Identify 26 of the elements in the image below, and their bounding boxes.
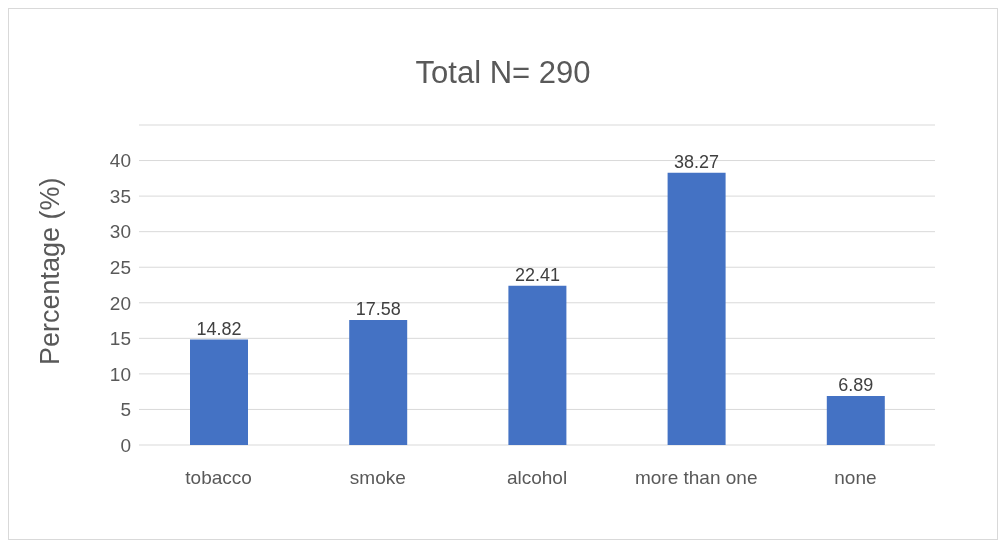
x-tick-label: more than one <box>634 467 758 489</box>
bar <box>190 339 248 445</box>
bar <box>508 285 567 445</box>
bar <box>667 172 726 445</box>
data-label: 17.58 <box>355 298 401 319</box>
y-tick-label: 30 <box>109 221 131 243</box>
chart-title: Total N= 290 <box>414 54 592 92</box>
data-label: 38.27 <box>674 151 720 172</box>
y-tick-label: 35 <box>109 185 131 207</box>
y-tick-label: 40 <box>109 150 131 172</box>
y-tick-label: 5 <box>120 399 131 421</box>
y-tick-label: 0 <box>120 434 131 456</box>
data-label: 6.89 <box>838 375 874 395</box>
x-tick-label: alcohol <box>506 467 568 489</box>
x-tick-label: tobacco <box>185 467 252 489</box>
x-tick-label: none <box>834 467 877 489</box>
x-tick-label: smoke <box>349 467 406 489</box>
data-label: 14.82 <box>196 318 242 339</box>
y-tick-label: 20 <box>109 292 131 314</box>
data-label: 22.41 <box>514 264 560 285</box>
bar <box>826 396 885 445</box>
bar <box>349 319 408 445</box>
y-tick-label: 15 <box>109 328 131 350</box>
y-tick-label: 10 <box>109 363 131 385</box>
y-tick-label: 25 <box>109 256 131 278</box>
y-axis-title: Percentage (%) <box>34 177 65 365</box>
